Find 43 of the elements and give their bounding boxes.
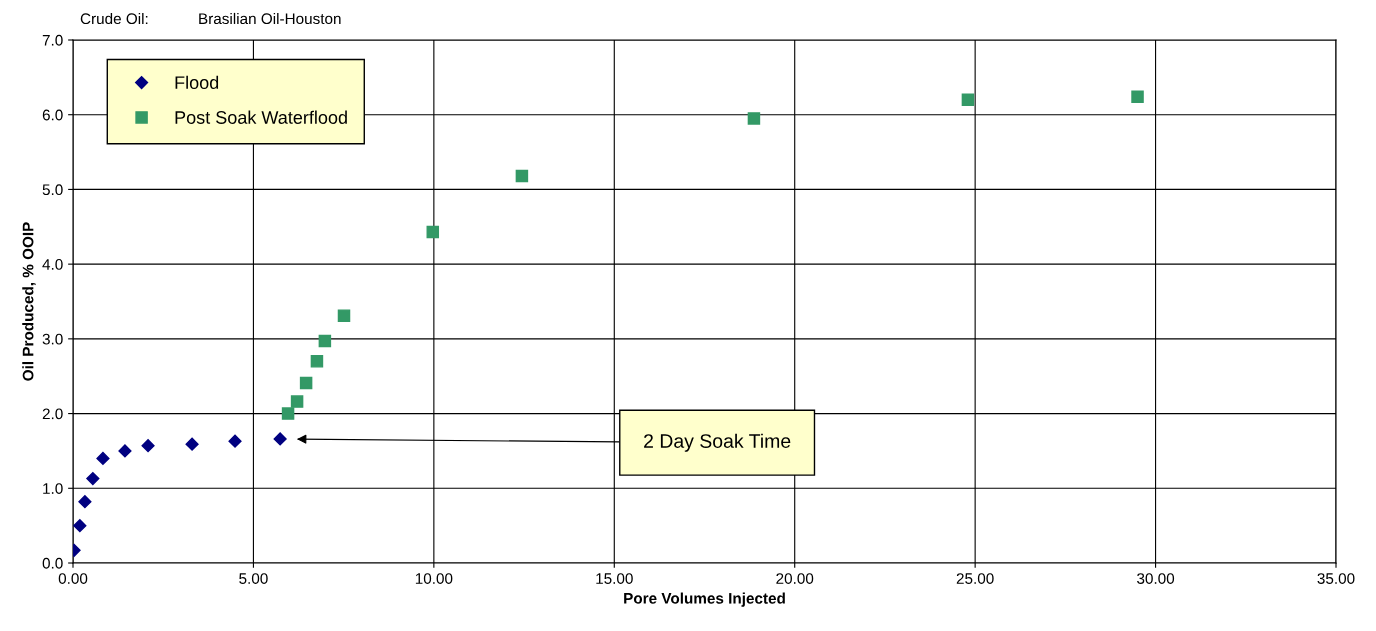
- point: [426, 225, 440, 239]
- point: [290, 395, 304, 408]
- x-tick-label: 30.00: [1137, 573, 1175, 584]
- point: [299, 376, 313, 390]
- legend-label: Flood: [175, 75, 219, 89]
- y-tick-label: 1.0: [43, 483, 63, 494]
- point: [118, 444, 132, 458]
- point: [318, 334, 332, 348]
- x-tick-label: 0.00: [58, 573, 88, 584]
- y-tick-label: 4.0: [42, 259, 63, 270]
- annotation: 2 Day Soak Time: [644, 433, 791, 452]
- x-tick-label: 10.00: [415, 573, 453, 584]
- y-tick-label: 6.0: [42, 109, 63, 121]
- text: Crude Oil:: [80, 12, 148, 25]
- point: [515, 169, 529, 183]
- point: [86, 471, 100, 486]
- x-tick-label: 20.00: [776, 573, 814, 584]
- point: [337, 309, 351, 322]
- point: [141, 439, 155, 453]
- point: [96, 451, 110, 465]
- point: [78, 495, 92, 509]
- x-tick-label: 5.00: [239, 573, 268, 584]
- point: [310, 355, 324, 368]
- point: [747, 112, 761, 125]
- x-axis-title: Pore Volumes Injected: [624, 592, 785, 607]
- legend-label: Post Soak Waterflood: [175, 110, 347, 124]
- point: [1131, 90, 1144, 104]
- y-tick-label: 3.0: [42, 333, 63, 345]
- point: [185, 437, 199, 451]
- y-tick-label: 2.0: [42, 408, 63, 420]
- y-tick-label: 5.0: [42, 184, 63, 196]
- y-tick-label: 7.0: [42, 34, 63, 46]
- x-tick-label: 25.00: [956, 573, 994, 584]
- y-axis-title: Oil Produced, % OOIP: [22, 222, 36, 381]
- point: [961, 93, 975, 107]
- x-tick-label: 15.00: [596, 573, 633, 584]
- text: Brasilian Oil-Houston: [199, 12, 341, 25]
- y-tick-label: 0.0: [42, 557, 63, 569]
- point: [273, 432, 287, 446]
- x-tick-label: 35.00: [1317, 573, 1355, 584]
- point: [228, 434, 242, 448]
- point: [281, 407, 295, 420]
- point: [73, 519, 87, 533]
